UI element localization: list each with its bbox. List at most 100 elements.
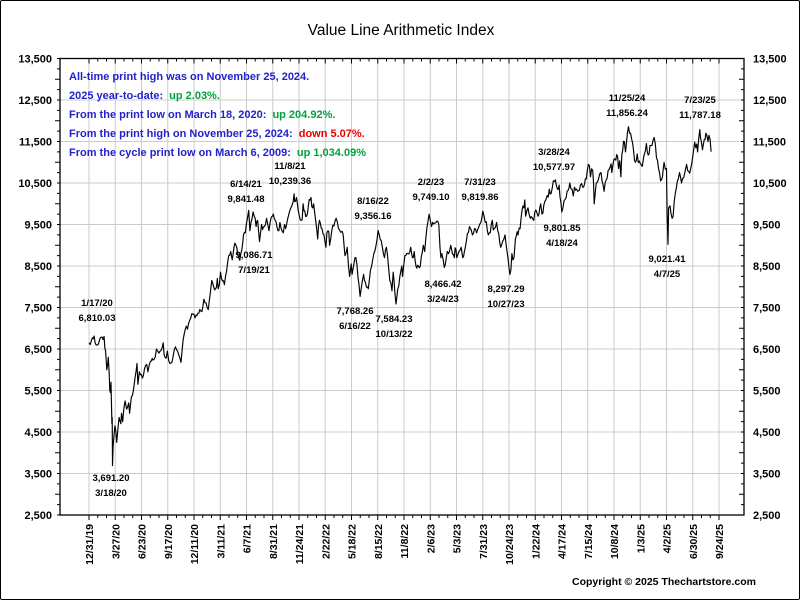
commentary-segment-blue: From the cycle print low on March 6, 200… xyxy=(69,147,291,159)
x-axis-label: 1/3/25 xyxy=(635,524,647,553)
x-axis-label: 12/31/19 xyxy=(84,524,96,565)
x-axis-label: 6/7/21 xyxy=(242,524,254,553)
annotation-line-2: 4/18/24 xyxy=(546,238,578,249)
x-axis-label: 4/2/25 xyxy=(662,524,674,553)
point-annotation: 9,086.71 7/19/21 xyxy=(236,250,274,276)
axis-ticks xyxy=(55,58,744,520)
point-annotation: 3,691.20 3/18/20 xyxy=(93,473,130,499)
annotation-line-2: 6/16/22 xyxy=(339,321,371,332)
y-axis-label-left: 6,500 xyxy=(24,344,52,356)
point-annotation: 2/2/23 9,749.10 xyxy=(413,177,450,203)
point-annotation: 1/17/20 6,810.03 xyxy=(79,298,116,324)
commentary-segment-red: down 5.07%. xyxy=(299,128,365,140)
x-axis-label: 6/23/20 xyxy=(137,524,149,559)
data-point-annotations: 1/17/20 6,810.03 3,691.20 3/18/20 6/14/21 9,8… xyxy=(79,93,721,499)
point-annotation: 11/8/21 10,239.36 xyxy=(269,161,311,187)
commentary-segment-blue: From the print low on March 18, 2020: xyxy=(69,109,266,121)
y-axis-label-left: 11,500 xyxy=(19,137,52,149)
annotation-line-2: 7/19/21 xyxy=(238,265,270,276)
commentary-segment-green: up 1,034.09% xyxy=(297,147,366,159)
annotation-line-1: 9,801.85 xyxy=(544,223,582,234)
commentary-line: All-time print high was on November 25, … xyxy=(69,71,309,83)
annotation-line-2: 10/13/22 xyxy=(376,329,413,340)
price-line xyxy=(88,126,712,467)
commentary-line: From the print high on November 25, 2024… xyxy=(69,128,365,140)
y-axis-labels-right: 13,500 12,500 11,500 10,500 9,500 8,500 7,500 6… xyxy=(753,54,787,523)
x-axis-label: 12/11/20 xyxy=(189,524,201,564)
annotation-line-1: 6/14/21 xyxy=(230,179,262,190)
gridlines xyxy=(60,58,744,515)
annotation-line-2: 9,356.16 xyxy=(355,211,392,222)
y-axis-label-left: 5,500 xyxy=(24,386,52,398)
y-axis-label-left: 9,500 xyxy=(24,220,52,232)
x-axis-label: 6/30/25 xyxy=(688,524,700,559)
y-axis-label-left: 3,500 xyxy=(24,469,52,481)
annotation-line-2: 3/24/23 xyxy=(427,294,459,305)
x-axis-label: 9/17/20 xyxy=(163,524,175,559)
plot-frame xyxy=(59,57,745,516)
point-annotation: 3/28/24 10,577.97 xyxy=(533,147,575,173)
annotation-line-1: 1/17/20 xyxy=(81,298,113,309)
point-annotation: 8/16/22 9,356.16 xyxy=(355,196,392,222)
annotation-line-1: 8,466.42 xyxy=(425,279,462,290)
x-axis-label: 3/11/21 xyxy=(215,524,227,559)
annotation-line-2: 3/18/20 xyxy=(95,488,127,499)
point-annotation: 8,297.29 10/27/23 xyxy=(488,284,525,310)
y-axis-labels-left: 13,500 12,500 11,500 10,500 9,500 8,500 7,500 6… xyxy=(18,54,52,523)
index-price-polyline xyxy=(88,126,712,467)
commentary-segment-green: up 204.92%. xyxy=(272,109,335,121)
y-axis-label-right: 12,500 xyxy=(753,95,787,107)
commentary-line: From the print low on March 18, 2020: up … xyxy=(69,109,335,121)
annotation-line-1: 2/2/23 xyxy=(418,177,444,188)
commentary-line: 2025 year-to-date: up 2.03%. xyxy=(69,90,220,102)
annotation-line-1: 7/23/25 xyxy=(684,95,716,106)
y-axis-label-right: 8,500 xyxy=(753,261,781,273)
annotation-line-2: 9,841.48 xyxy=(228,194,265,205)
y-axis-label-left: 7,500 xyxy=(24,303,52,315)
x-axis-label: 4/17/24 xyxy=(557,524,569,559)
x-axis-labels: 12/31/19 3/27/20 6/23/20 9/17/20 12/11/20 3/1… xyxy=(84,524,726,565)
annotation-line-2: 11,856.24 xyxy=(606,108,648,119)
y-axis-label-left: 2,500 xyxy=(24,510,52,522)
y-axis-label-right: 13,500 xyxy=(753,54,787,66)
y-axis-label-right: 3,500 xyxy=(753,469,781,481)
x-axis-label: 5/3/23 xyxy=(452,524,464,553)
x-axis-label: 1/22/24 xyxy=(530,524,542,559)
annotation-line-2: 10/27/23 xyxy=(488,299,525,310)
y-axis-label-right: 5,500 xyxy=(753,386,781,398)
x-axis-label: 7/15/24 xyxy=(583,524,595,559)
x-axis-label: 10/24/23 xyxy=(504,524,516,565)
point-annotation: 7,768.26 6/16/22 xyxy=(337,306,374,332)
annotation-line-1: 8,297.29 xyxy=(488,284,525,295)
x-axis-label: 11/24/21 xyxy=(294,524,306,564)
commentary-segment-blue: 2025 year-to-date: xyxy=(69,90,163,102)
annotation-line-2: 9,749.10 xyxy=(413,192,450,203)
annotation-line-2: 10,577.97 xyxy=(533,162,575,173)
x-axis-label: 11/8/22 xyxy=(399,524,411,559)
y-axis-label-right: 4,500 xyxy=(753,427,781,439)
commentary-line: From the cycle print low on March 6, 200… xyxy=(69,147,366,159)
annotation-line-1: 9,021.41 xyxy=(649,254,687,265)
y-axis-label-right: 7,500 xyxy=(753,303,781,315)
annotation-line-2: 9,819.86 xyxy=(462,192,499,203)
y-axis-label-left: 4,500 xyxy=(24,427,52,439)
y-axis-label-right: 2,500 xyxy=(753,510,781,522)
annotation-line-1: 7,768.26 xyxy=(337,306,374,317)
y-axis-label-left: 12,500 xyxy=(18,95,52,107)
y-axis-label-right: 10,500 xyxy=(753,178,787,190)
performance-commentary: All-time print high was on November 25, … xyxy=(69,71,366,159)
point-annotation: 11/25/24 11,856.24 xyxy=(606,93,648,119)
y-axis-label-left: 13,500 xyxy=(18,54,52,66)
y-axis-label-left: 10,500 xyxy=(18,178,52,190)
y-axis-label-right: 9,500 xyxy=(753,220,781,232)
annotation-line-1: 11/8/21 xyxy=(274,161,306,172)
annotation-line-2: 10,239.36 xyxy=(269,176,311,187)
y-axis-label-left: 8,500 xyxy=(24,261,52,273)
x-axis-label: 9/24/25 xyxy=(714,524,726,559)
annotation-line-1: 3/28/24 xyxy=(538,147,570,158)
point-annotation: 7/23/25 11,787.18 xyxy=(679,95,721,121)
x-axis-label: 8/15/22 xyxy=(373,524,385,559)
x-axis-label: 7/31/23 xyxy=(478,524,490,559)
x-axis-label: 2/6/23 xyxy=(425,524,437,553)
plot-border xyxy=(59,57,745,516)
